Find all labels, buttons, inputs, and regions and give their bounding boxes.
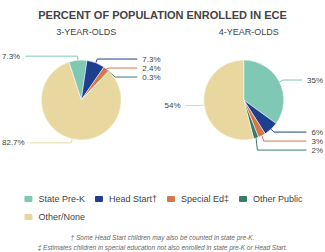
svg-text:3-YEAR-OLDS: 3-YEAR-OLDS: [56, 27, 116, 37]
svg-text:54%: 54%: [165, 101, 181, 110]
svg-text:6%: 6%: [311, 128, 323, 137]
svg-text:State Pre-K: State Pre-K: [38, 194, 85, 204]
svg-text:† Some Head Start children may: † Some Head Start children may also be c…: [71, 234, 255, 242]
svg-text:82.7%: 82.7%: [2, 138, 25, 147]
svg-text:Other/None: Other/None: [38, 212, 85, 222]
svg-text:Other Public: Other Public: [253, 194, 303, 204]
svg-text:2%: 2%: [311, 146, 323, 155]
svg-text:‡ Estimates children in specia: ‡ Estimates children in special educatio…: [38, 244, 288, 252]
svg-text:Head Start†: Head Start†: [109, 194, 157, 204]
svg-text:2.4%: 2.4%: [142, 64, 160, 73]
svg-text:3%: 3%: [311, 137, 323, 146]
svg-text:4-YEAR-OLDS: 4-YEAR-OLDS: [219, 27, 279, 37]
svg-text:PERCENT OF POPULATION ENROLLED: PERCENT OF POPULATION ENROLLED IN ECE: [38, 9, 287, 21]
svg-text:Special Ed‡: Special Ed‡: [181, 194, 229, 204]
svg-text:7.3%: 7.3%: [142, 55, 160, 64]
svg-text:35%: 35%: [307, 76, 323, 85]
svg-text:7.3%: 7.3%: [2, 52, 20, 61]
svg-text:0.3%: 0.3%: [142, 73, 160, 82]
